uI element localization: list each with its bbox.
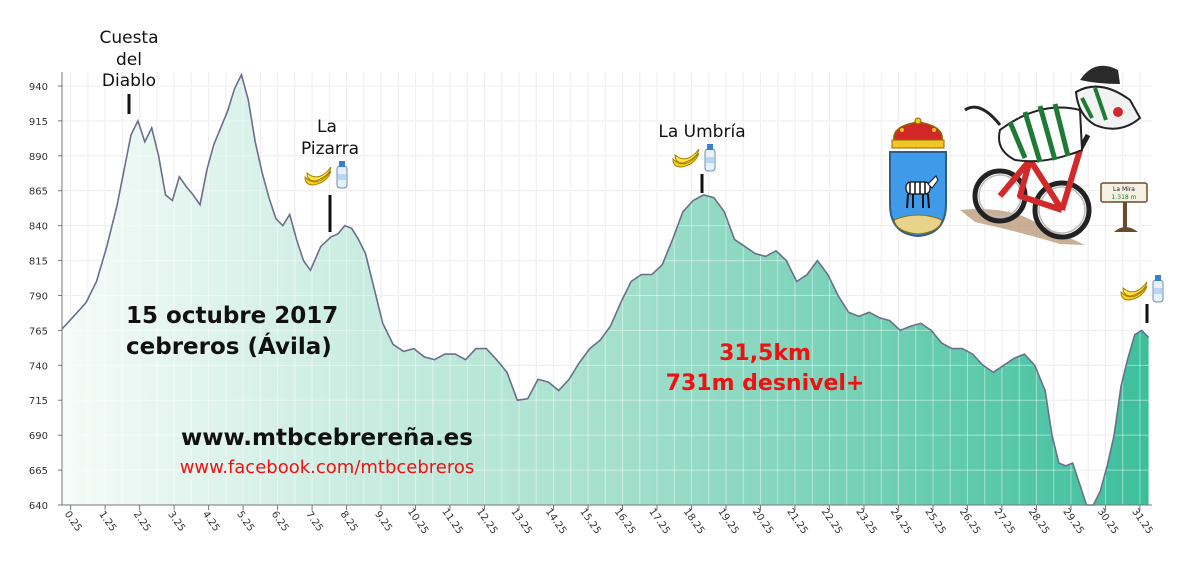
x-tick-label: 3.25 — [165, 509, 187, 534]
elevation-line — [61, 72, 1150, 506]
sign-altitude: 1.318 m — [1112, 194, 1137, 201]
y-tick-label: 815 — [29, 257, 48, 268]
event-location: cebreros (Ávila) — [126, 332, 332, 360]
x-tick-label: 8.25 — [338, 509, 360, 534]
water-bottle-icon — [1152, 275, 1164, 303]
x-tick-label: 22.25 — [819, 507, 844, 537]
x-tick-label: 6.25 — [269, 509, 291, 534]
y-tick-label: 640 — [29, 501, 48, 512]
x-tick-label: 27.25 — [991, 507, 1016, 537]
water-bottle-icon — [704, 144, 716, 172]
banana-icon — [672, 148, 700, 168]
x-tick-label: 5.25 — [234, 509, 256, 534]
x-tick-label: 10.25 — [405, 507, 430, 537]
y-tick-label: 715 — [29, 396, 48, 407]
pizarra-line-1: La — [317, 117, 337, 137]
annotation-cuesta-del-diablo: Cuesta del Diablo — [99, 28, 159, 114]
x-tick-label: 2.25 — [131, 509, 153, 534]
y-ticks: 640 665 690 715 740 765 790 815 840 865 890 915 940 — [29, 82, 62, 512]
pizarra-line-2: Pizarra — [301, 139, 359, 159]
cuesta-line-1: Cuesta — [99, 28, 158, 48]
y-tick-label: 690 — [29, 431, 48, 442]
y-tick-label: 765 — [29, 326, 48, 337]
x-tick-label: 9.25 — [372, 509, 394, 534]
x-tick-label: 1.25 — [96, 509, 118, 534]
y-tick-label: 740 — [29, 361, 48, 372]
banana-icon — [1120, 281, 1148, 301]
sign-label: La Mira — [1113, 186, 1135, 193]
x-tick-label: 17.25 — [646, 507, 671, 537]
y-tick-label: 665 — [29, 466, 48, 477]
elevation-area — [62, 74, 1149, 506]
la-mira-signpost: La Mira 1.318 m — [1100, 182, 1148, 232]
x-tick-label: 7.25 — [303, 509, 325, 534]
x-tick-label: 14.25 — [543, 507, 568, 537]
y-tick-label: 890 — [29, 152, 48, 163]
x-tick-label: 13.25 — [508, 507, 533, 537]
annotation-la-umbria: La Umbría — [658, 122, 746, 193]
y-tick-label: 940 — [29, 82, 48, 93]
umbria-label: La Umbría — [658, 122, 745, 142]
x-tick-label: 18.25 — [681, 507, 706, 537]
coat-of-arms-icon — [889, 117, 947, 238]
distance-label: 31,5km — [719, 341, 811, 366]
x-tick-label: 31.25 — [1129, 507, 1154, 537]
cuesta-line-3: Diablo — [102, 71, 156, 91]
annotation-la-pizarra: La Pizarra — [301, 117, 359, 232]
x-tick-label: 23.25 — [853, 507, 878, 537]
x-tick-label: 11.25 — [439, 507, 464, 537]
x-tick-label: 21.25 — [784, 507, 809, 537]
x-tick-label: 19.25 — [715, 507, 740, 537]
banana-icon — [304, 166, 332, 186]
x-tick-label: 16.25 — [612, 507, 637, 537]
x-tick-label: 4.25 — [200, 509, 222, 534]
facebook-link[interactable]: www.facebook.com/mtbcebreros — [180, 457, 475, 478]
y-tick-label: 865 — [29, 187, 48, 198]
x-tick-label: 29.25 — [1060, 507, 1085, 537]
water-bottle-icon — [336, 161, 348, 189]
x-tick-label: 15.25 — [577, 507, 602, 537]
event-date: 15 octubre 2017 — [126, 303, 338, 329]
x-tick-label: 20.25 — [750, 507, 775, 537]
x-tick-label: 12.25 — [474, 507, 499, 537]
y-tick-label: 915 — [29, 117, 48, 128]
elevation-gain-label: 731m desnivel+ — [666, 371, 865, 396]
x-tick-label: 30.25 — [1095, 507, 1120, 537]
x-tick-label: 26.25 — [957, 507, 982, 537]
x-tick-label: 25.25 — [922, 507, 947, 537]
x-tick-label: 28.25 — [1026, 507, 1051, 537]
zebra-cyclist-mascot-icon — [960, 65, 1142, 245]
x-ticks: 0.25 1.25 2.25 3.25 4.25 5.25 6.25 7.25 8.25 9.25… — [62, 505, 1155, 536]
x-tick-label: 24.25 — [888, 507, 913, 537]
annotation-finish-aid — [1120, 275, 1164, 323]
website-link[interactable]: www.mtbcebrereña.es — [181, 425, 473, 451]
y-tick-label: 790 — [29, 291, 48, 302]
y-tick-label: 840 — [29, 222, 48, 233]
x-tick-label: 0.25 — [62, 509, 84, 534]
cuesta-line-2: del — [116, 50, 142, 70]
